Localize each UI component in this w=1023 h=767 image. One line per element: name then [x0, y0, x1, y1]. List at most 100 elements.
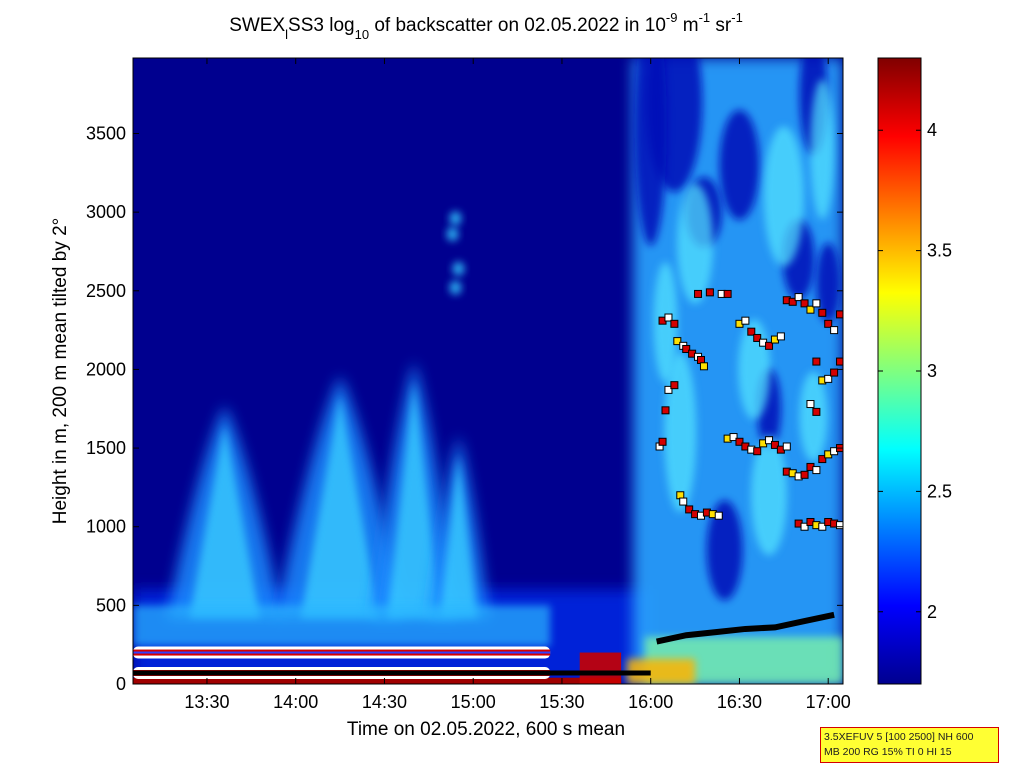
x-tick-label: 15:00	[451, 692, 496, 712]
x-tick-label: 14:00	[273, 692, 318, 712]
title-rest: of backscatter on 02.05.2022 in 10	[369, 15, 666, 36]
cloud-base-point	[658, 437, 667, 446]
y-tick-label: 3500	[86, 123, 126, 143]
aerosol-plume-core	[439, 455, 478, 618]
cloud-base-point	[670, 319, 679, 328]
y-tick-label: 0	[116, 674, 126, 694]
y-tick-label: 3000	[86, 202, 126, 222]
cloud-base-point	[800, 470, 809, 479]
cloud-base-point	[812, 407, 821, 416]
title-mid: SS3 log	[288, 15, 355, 36]
cloud-base-point	[694, 289, 703, 298]
y-tick-label: 1500	[86, 438, 126, 458]
cloud-patch	[799, 371, 828, 462]
cloud-base-marker-group	[655, 288, 843, 531]
cloud-base-point	[714, 511, 723, 520]
cloud-base-point	[824, 374, 833, 383]
cloud-base-point	[664, 385, 673, 394]
chart-title: SWEXlSS3 log10 of backscatter on 02.05.2…	[229, 10, 743, 42]
cloud-base-point	[806, 305, 815, 314]
cloud-base-point	[800, 522, 809, 531]
cloud-base-point	[836, 310, 843, 319]
y-tick-label: 2500	[86, 281, 126, 301]
aerosol-blob	[446, 227, 459, 242]
threshold-core	[133, 651, 551, 654]
cloud-base-point	[830, 326, 839, 335]
cloud-base-point	[705, 288, 714, 297]
x-axis-label: Time on 02.05.2022, 600 s mean	[347, 719, 625, 740]
title-unit-sr: sr	[710, 15, 732, 36]
colorbar-gradient	[877, 57, 922, 685]
plot-area	[132, 57, 844, 685]
cloud-base-point	[806, 400, 815, 409]
info-line-2: MB 200 RG 15% TI 0 HI 15	[824, 746, 952, 758]
cloud-base-point	[818, 308, 827, 317]
x-tick-label: 15:30	[539, 692, 584, 712]
y-tick-label: 1000	[86, 517, 126, 537]
cloud-base-point	[812, 357, 821, 366]
cloud-base-point	[670, 381, 679, 390]
aerosol-blob	[449, 211, 462, 226]
cloud-base-point	[788, 297, 797, 306]
aerosol-plume-core	[387, 381, 441, 618]
cloud-base-point	[782, 442, 791, 451]
cloud-base-point	[753, 447, 762, 456]
cloud-base-point	[812, 466, 821, 475]
x-axis: 13:30 14:00 14:30 15:00 15:30 16:00 16:30 17:00	[184, 58, 851, 712]
clear-air-patch	[706, 500, 743, 601]
cloud-base-point	[682, 344, 691, 353]
y-tick-label: 500	[96, 595, 126, 615]
clear-air-patch	[634, 58, 667, 246]
aerosol-blob	[452, 261, 465, 276]
cloud-base-point	[741, 316, 750, 325]
cloud-base-point	[679, 497, 688, 506]
x-tick-label: 17:00	[806, 692, 851, 712]
x-tick-label: 16:30	[717, 692, 762, 712]
colorbar-tick-label: 2.5	[927, 481, 952, 501]
title-unit-m: m	[677, 15, 698, 36]
colorbar-ticks: 2 2.5 3 3.5 4	[878, 120, 952, 622]
title-main: SWEX	[229, 15, 285, 36]
cloud-base-point	[699, 362, 708, 371]
x-tick-label: 16:00	[628, 692, 673, 712]
ground-strip	[133, 677, 622, 684]
cloud-base-point	[800, 299, 809, 308]
title-sup2: -1	[699, 10, 711, 25]
cloud-base-point	[818, 455, 827, 464]
title-sub2: 10	[355, 27, 369, 42]
title-sub1: l	[285, 27, 288, 42]
cloud-base-point	[776, 332, 785, 341]
clear-air-patch	[719, 109, 760, 220]
cloud-base-point	[664, 313, 673, 322]
cloud-base-point	[824, 319, 833, 328]
cloud-base-point	[794, 293, 803, 302]
cloud-patch	[677, 183, 714, 304]
x-tick-label: 14:30	[362, 692, 407, 712]
plot-frame	[132, 57, 844, 685]
cloud-patch	[763, 126, 804, 267]
boundary-layer-trace-group	[133, 611, 835, 679]
cloud-base-point	[685, 505, 694, 514]
aerosol-plume-core	[189, 425, 260, 618]
ground-spike	[579, 652, 622, 684]
heatmap-layer	[133, 58, 843, 684]
cloud-base-point	[770, 440, 779, 449]
boundary-layer-trace	[656, 611, 835, 645]
cloud-base-point	[673, 337, 682, 346]
cloud-base-point	[747, 327, 756, 336]
cloud-patch	[810, 79, 835, 220]
y-tick-label: 2000	[86, 359, 126, 379]
colorbar-tick-label: 3.5	[927, 241, 952, 261]
colorbar: 2 2.5 3 3.5 4	[877, 57, 952, 685]
cloud-base-point	[812, 299, 821, 308]
aerosol-plume-core	[300, 395, 380, 618]
y-axis: 0 500 1000 1500 2000 2500 3000 3500	[86, 123, 843, 694]
colorbar-tick-label: 2	[927, 602, 937, 622]
colorbar-tick-label: 3	[927, 361, 937, 381]
title-sup3: -1	[731, 10, 743, 25]
clear-air-patch	[816, 242, 841, 323]
cloud-base-point	[818, 522, 827, 531]
settings-info-box: 3.5XEFUV 5 [100 2500] NH 600 MB 200 RG 1…	[820, 727, 999, 763]
surface-aerosol-layer	[133, 605, 551, 647]
